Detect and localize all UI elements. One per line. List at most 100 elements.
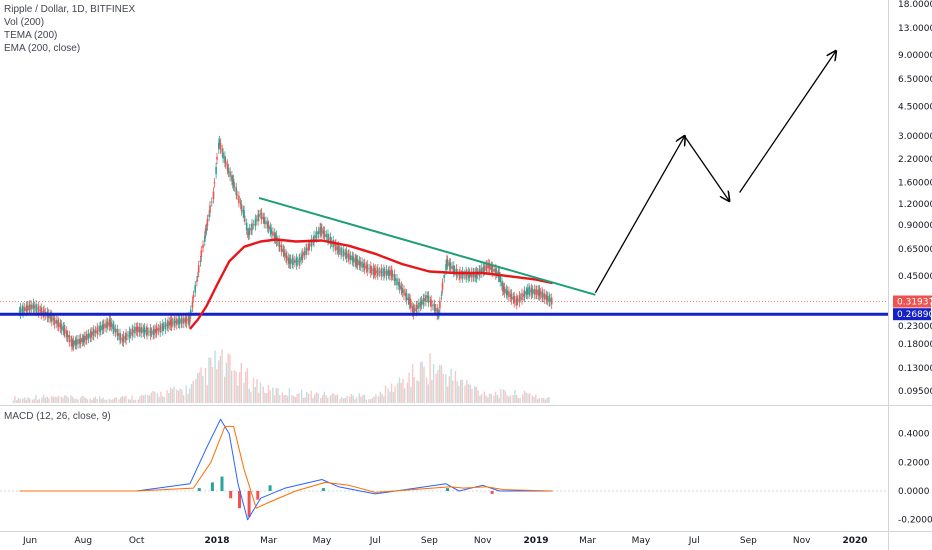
candle-body	[62, 326, 64, 331]
candle-body	[493, 269, 495, 272]
candle-body	[344, 252, 347, 255]
candle-body	[162, 323, 164, 331]
candle-body	[129, 332, 132, 334]
volume-bar	[118, 399, 120, 403]
candle-body	[528, 287, 530, 295]
candle-body	[345, 251, 348, 259]
volume-bar	[17, 397, 20, 403]
volume-bar	[288, 388, 291, 403]
volume-bar	[221, 349, 223, 403]
volume-bar	[104, 399, 106, 403]
volume-bar	[169, 387, 172, 403]
candle-body	[191, 301, 194, 308]
current-price-tag: 0.31937	[897, 298, 932, 308]
candle-body	[459, 271, 461, 279]
candle-body	[152, 330, 154, 335]
candle-body	[87, 333, 90, 339]
candle-body	[208, 214, 210, 217]
volume-bar	[375, 394, 377, 403]
candle-body	[221, 149, 223, 153]
candle-body	[269, 226, 272, 232]
volume-bar	[229, 354, 231, 403]
candle-body	[204, 235, 206, 242]
candle-body	[548, 296, 550, 303]
candle-body	[325, 234, 327, 237]
candle-body	[259, 213, 262, 215]
candle-body	[243, 210, 245, 218]
volume-bar	[439, 365, 441, 403]
candle-body	[526, 288, 529, 295]
volume-bar	[533, 396, 535, 403]
candle-body	[178, 318, 181, 325]
candle-body	[272, 231, 274, 236]
candle-body	[134, 326, 136, 334]
volume-bar	[494, 391, 497, 403]
volume-bar	[317, 393, 319, 403]
volume-bar	[279, 395, 281, 403]
candle-body	[119, 332, 121, 341]
candle-body	[262, 217, 265, 219]
volume-bar	[335, 395, 337, 403]
time-tick-label: Jul	[688, 536, 700, 546]
volume-bar	[509, 395, 512, 403]
volume-bar	[360, 396, 362, 403]
candle-body	[468, 272, 471, 277]
candle-body	[495, 272, 498, 274]
candle-body	[246, 232, 249, 234]
volume-bar	[362, 395, 364, 403]
candle-body	[212, 191, 215, 199]
candle-body	[238, 195, 240, 203]
candle-body	[542, 293, 544, 298]
candle-body	[131, 328, 133, 336]
volume-bar	[54, 396, 56, 403]
candle-body	[37, 305, 40, 314]
candle-body	[359, 261, 362, 267]
volume-bar	[86, 399, 89, 403]
volume-bar	[487, 397, 489, 403]
volume-bar	[150, 392, 152, 403]
time-tick-label: Mar	[579, 536, 596, 546]
volume-bar	[77, 399, 79, 403]
candle-body	[169, 321, 171, 326]
candle-body	[257, 214, 259, 222]
candle-body	[530, 287, 533, 295]
volume-bar	[416, 380, 418, 403]
candle-body	[374, 268, 376, 276]
volume-bar	[112, 399, 114, 403]
candle-body	[250, 228, 252, 231]
candle-body	[79, 337, 82, 344]
candle-body	[485, 264, 487, 271]
volume-bar	[408, 372, 410, 403]
volume-bar	[440, 365, 443, 403]
volume-bar	[52, 397, 55, 403]
time-tick-label: Mar	[260, 536, 277, 546]
volume-bar	[329, 395, 332, 403]
volume-bar	[89, 398, 91, 403]
candle-body	[169, 319, 172, 326]
volume-bar	[352, 395, 354, 403]
volume-bar	[365, 399, 367, 403]
candle-body	[79, 338, 81, 344]
candle-body	[100, 325, 102, 331]
volume-bar	[344, 397, 346, 403]
candle-body	[495, 268, 497, 276]
volume-bar	[506, 395, 508, 403]
candle-body	[543, 293, 546, 300]
volume-bar	[423, 366, 425, 403]
macd-hist-bar	[197, 488, 201, 491]
volume-bar	[445, 374, 447, 403]
macd-tick-label: -0.2000	[898, 516, 932, 526]
candle-body	[347, 254, 349, 258]
candle-body	[396, 278, 398, 286]
volume-bar	[502, 389, 505, 403]
candle-body	[319, 227, 321, 234]
candle-body	[145, 330, 147, 332]
price-legend: Ripple / Dollar, 1D, BITFINEX Vol (200) …	[4, 3, 135, 55]
candle-body	[305, 248, 307, 255]
candle-body	[63, 326, 65, 332]
volume-bar	[523, 390, 526, 403]
volume-bar	[356, 397, 358, 403]
candle-body	[51, 314, 53, 322]
time-tick-label: Jun	[22, 536, 37, 546]
